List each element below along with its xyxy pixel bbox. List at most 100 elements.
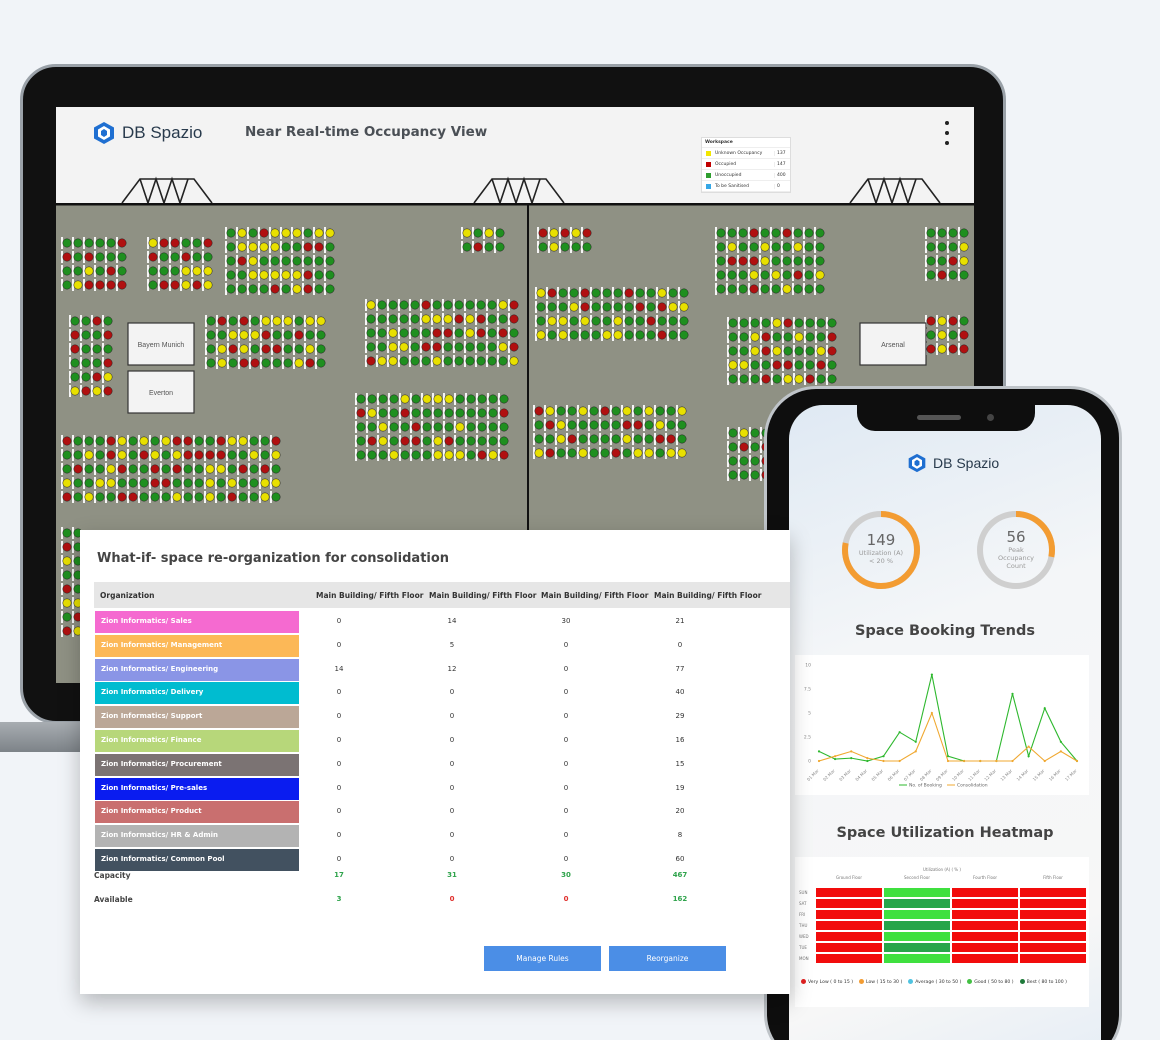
manage-rules-button[interactable]: Manage Rules bbox=[484, 946, 601, 971]
seat-marker[interactable] bbox=[399, 356, 409, 366]
seat-marker[interactable] bbox=[159, 238, 169, 248]
seat-marker[interactable] bbox=[161, 436, 171, 446]
seat-marker[interactable] bbox=[294, 330, 304, 340]
seat-marker[interactable] bbox=[750, 374, 760, 384]
seat-marker[interactable] bbox=[294, 358, 304, 368]
seat-marker[interactable] bbox=[668, 302, 678, 312]
seat-marker[interactable] bbox=[794, 374, 804, 384]
seat-marker[interactable] bbox=[205, 478, 215, 488]
seat-marker[interactable] bbox=[476, 300, 486, 310]
seat-marker[interactable] bbox=[150, 436, 160, 446]
seat-marker[interactable] bbox=[772, 374, 782, 384]
data-point[interactable] bbox=[946, 759, 950, 763]
seat-marker[interactable] bbox=[571, 242, 581, 252]
data-point[interactable] bbox=[1011, 759, 1014, 763]
seat-marker[interactable] bbox=[239, 316, 249, 326]
seat-marker[interactable] bbox=[367, 436, 377, 446]
seat-marker[interactable] bbox=[314, 242, 324, 252]
seat-marker[interactable] bbox=[487, 328, 497, 338]
seat-marker[interactable] bbox=[325, 256, 335, 266]
seat-marker[interactable] bbox=[81, 330, 91, 340]
seat-marker[interactable] bbox=[226, 242, 236, 252]
seat-marker[interactable] bbox=[73, 464, 83, 474]
seat-marker[interactable] bbox=[172, 478, 182, 488]
seat-marker[interactable] bbox=[400, 450, 410, 460]
seat-marker[interactable] bbox=[237, 228, 247, 238]
seat-marker[interactable] bbox=[772, 332, 782, 342]
seat-marker[interactable] bbox=[959, 330, 969, 340]
seat-marker[interactable] bbox=[462, 228, 472, 238]
seat-marker[interactable] bbox=[73, 450, 83, 460]
seat-marker[interactable] bbox=[303, 270, 313, 280]
data-point[interactable] bbox=[930, 673, 933, 676]
seat-marker[interactable] bbox=[578, 434, 588, 444]
seat-marker[interactable] bbox=[465, 342, 475, 352]
seat-marker[interactable] bbox=[238, 478, 248, 488]
seat-marker[interactable] bbox=[827, 374, 837, 384]
seat-marker[interactable] bbox=[249, 464, 259, 474]
seat-marker[interactable] bbox=[567, 406, 577, 416]
seat-marker[interactable] bbox=[117, 492, 127, 502]
seat-marker[interactable] bbox=[117, 252, 127, 262]
seat-marker[interactable] bbox=[117, 280, 127, 290]
seat-marker[interactable] bbox=[84, 238, 94, 248]
seat-marker[interactable] bbox=[455, 436, 465, 446]
seat-marker[interactable] bbox=[314, 256, 324, 266]
seat-marker[interactable] bbox=[739, 360, 749, 370]
seat-marker[interactable] bbox=[499, 394, 509, 404]
seat-marker[interactable] bbox=[106, 238, 116, 248]
seat-marker[interactable] bbox=[389, 394, 399, 404]
seat-marker[interactable] bbox=[794, 318, 804, 328]
seat-marker[interactable] bbox=[600, 406, 610, 416]
seat-marker[interactable] bbox=[172, 492, 182, 502]
seat-marker[interactable] bbox=[259, 270, 269, 280]
seat-marker[interactable] bbox=[560, 242, 570, 252]
seat-marker[interactable] bbox=[760, 284, 770, 294]
seat-marker[interactable] bbox=[591, 288, 601, 298]
seat-marker[interactable] bbox=[926, 228, 936, 238]
seat-marker[interactable] bbox=[657, 302, 667, 312]
seat-marker[interactable] bbox=[644, 420, 654, 430]
seat-marker[interactable] bbox=[389, 436, 399, 446]
seat-marker[interactable] bbox=[488, 394, 498, 404]
seat-marker[interactable] bbox=[545, 448, 555, 458]
seat-marker[interactable] bbox=[216, 436, 226, 446]
seat-marker[interactable] bbox=[70, 330, 80, 340]
seat-marker[interactable] bbox=[227, 492, 237, 502]
seat-marker[interactable] bbox=[103, 358, 113, 368]
seat-marker[interactable] bbox=[259, 284, 269, 294]
seat-marker[interactable] bbox=[272, 316, 282, 326]
seat-marker[interactable] bbox=[750, 332, 760, 342]
seat-marker[interactable] bbox=[205, 450, 215, 460]
seat-marker[interactable] bbox=[281, 270, 291, 280]
seat-marker[interactable] bbox=[591, 316, 601, 326]
seat-marker[interactable] bbox=[633, 448, 643, 458]
seat-marker[interactable] bbox=[569, 302, 579, 312]
seat-marker[interactable] bbox=[81, 386, 91, 396]
seat-marker[interactable] bbox=[443, 342, 453, 352]
seat-marker[interactable] bbox=[367, 394, 377, 404]
seat-marker[interactable] bbox=[805, 360, 815, 370]
heatmap-cell[interactable] bbox=[1019, 898, 1087, 909]
seat-marker[interactable] bbox=[761, 346, 771, 356]
seat-marker[interactable] bbox=[216, 450, 226, 460]
seat-marker[interactable] bbox=[926, 316, 936, 326]
seat-marker[interactable] bbox=[95, 478, 105, 488]
seat-marker[interactable] bbox=[716, 242, 726, 252]
meeting-room[interactable] bbox=[127, 322, 195, 366]
seat-marker[interactable] bbox=[259, 228, 269, 238]
seat-marker[interactable] bbox=[183, 464, 193, 474]
seat-marker[interactable] bbox=[388, 300, 398, 310]
seat-marker[interactable] bbox=[249, 436, 259, 446]
seat-marker[interactable] bbox=[582, 242, 592, 252]
seat-marker[interactable] bbox=[194, 450, 204, 460]
seat-marker[interactable] bbox=[432, 356, 442, 366]
seat-marker[interactable] bbox=[462, 242, 472, 252]
seat-marker[interactable] bbox=[70, 358, 80, 368]
seat-marker[interactable] bbox=[771, 256, 781, 266]
seat-marker[interactable] bbox=[534, 420, 544, 430]
seat-marker[interactable] bbox=[249, 450, 259, 460]
seat-marker[interactable] bbox=[95, 252, 105, 262]
seat-marker[interactable] bbox=[804, 270, 814, 280]
seat-marker[interactable] bbox=[716, 256, 726, 266]
